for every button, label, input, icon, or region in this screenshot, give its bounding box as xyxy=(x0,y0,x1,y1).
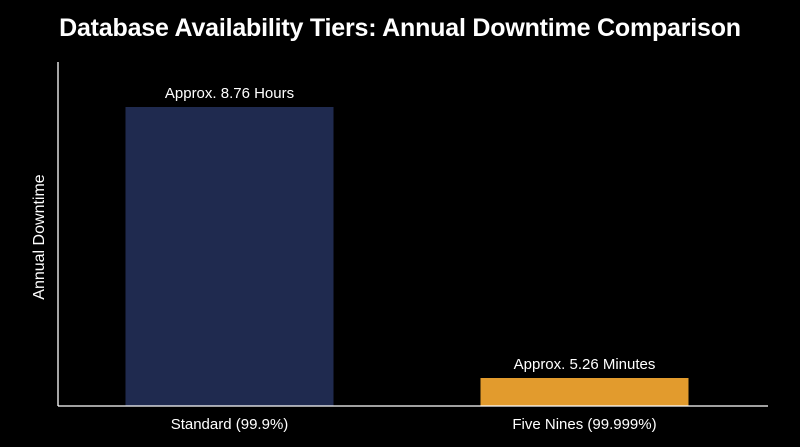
data-labels-group: Approx. 8.76 Hours Approx. 5.26 Minutes xyxy=(165,85,656,373)
x-tick-label-0: Standard (99.9%) xyxy=(171,416,289,433)
bar-1 xyxy=(480,378,689,406)
bar-0 xyxy=(125,107,334,406)
chart-title: Database Availability Tiers: Annual Down… xyxy=(59,14,741,42)
data-label-1: Approx. 5.26 Minutes xyxy=(514,356,656,373)
data-label-0: Approx. 8.76 Hours xyxy=(165,85,294,102)
y-axis-label: Annual Downtime xyxy=(31,174,48,300)
x-ticks-group: Standard (99.9%) Five Nines (99.999%) xyxy=(171,416,657,433)
bars-group xyxy=(125,107,689,406)
x-tick-label-1: Five Nines (99.999%) xyxy=(512,416,656,433)
